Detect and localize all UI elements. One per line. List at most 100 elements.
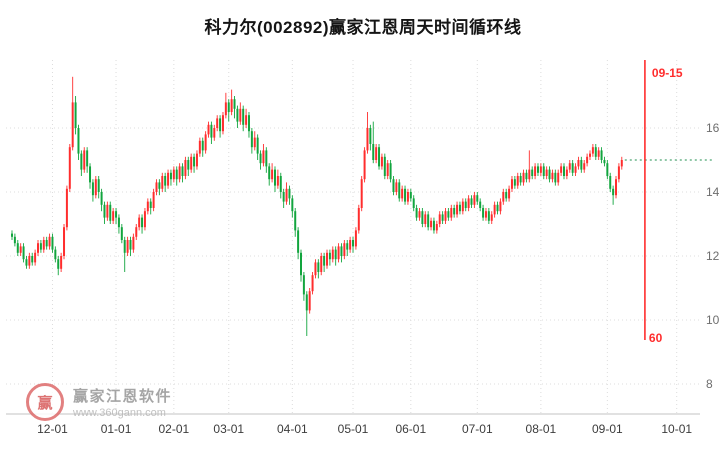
candle-body	[123, 240, 126, 253]
brand-url: www.360gann.com	[73, 407, 166, 419]
candle-body	[398, 182, 401, 199]
candle-body	[204, 134, 207, 151]
candle-body	[143, 211, 146, 228]
candle-body	[536, 166, 539, 173]
candle-body	[326, 252, 329, 266]
candle-body	[132, 236, 135, 250]
candle-body	[242, 108, 245, 125]
candle-body	[288, 188, 291, 199]
candle-body	[386, 163, 389, 176]
candle-body	[68, 147, 71, 189]
candle-body	[152, 192, 155, 208]
y-tick-label: 8	[706, 377, 713, 391]
candle-body	[216, 118, 219, 128]
candle-body	[525, 172, 528, 180]
candle-body	[265, 150, 268, 167]
candle-body	[484, 211, 487, 218]
plot-area[interactable]	[6, 60, 700, 414]
candle-body	[496, 204, 499, 212]
candle-body	[71, 102, 74, 148]
candle-body	[126, 240, 129, 253]
candle-body	[273, 169, 276, 186]
candle-body	[45, 240, 48, 247]
candle-body	[438, 214, 441, 224]
candle-body	[158, 182, 161, 189]
candle-body	[401, 188, 404, 199]
candle-body	[60, 256, 63, 269]
candle-body	[250, 131, 253, 148]
candle-body	[513, 179, 516, 186]
candle-body	[302, 275, 305, 295]
candle-body	[259, 153, 262, 164]
candle-body	[505, 192, 508, 199]
candle-body	[456, 204, 459, 215]
candle-body	[565, 169, 568, 176]
candle-body	[617, 166, 620, 180]
candle-body	[83, 150, 86, 170]
candle-body	[404, 188, 407, 202]
candle-body	[149, 201, 152, 208]
candle-body	[343, 243, 346, 256]
candle-body	[285, 188, 288, 202]
candle-body	[112, 211, 115, 221]
candle-body	[198, 140, 201, 154]
candle-body	[230, 99, 233, 112]
candle-body	[389, 163, 392, 180]
candle-body	[447, 211, 450, 218]
candle-body	[360, 179, 363, 208]
candle-body	[441, 214, 444, 221]
candle-body	[233, 99, 236, 109]
candle-body	[22, 246, 25, 260]
candle-body	[253, 137, 256, 148]
candle-body	[86, 150, 89, 167]
candle-body	[57, 259, 60, 269]
candle-body	[531, 169, 534, 176]
candle-body	[363, 150, 366, 180]
candle-body	[213, 128, 216, 138]
candle-body	[184, 160, 187, 176]
candle-body	[115, 211, 118, 218]
candle-body	[317, 262, 320, 272]
candle-body	[606, 163, 609, 176]
candle-body	[331, 249, 334, 260]
candle-body	[430, 220, 433, 228]
candle-body	[94, 179, 97, 196]
candle-body	[227, 102, 230, 112]
candle-body	[502, 192, 505, 202]
candle-body	[89, 166, 92, 183]
candle-body	[476, 195, 479, 202]
candle-body	[65, 188, 68, 228]
candle-body	[612, 188, 615, 196]
x-tick-label: 03-01	[213, 422, 244, 436]
x-tick-label: 09-01	[592, 422, 623, 436]
candle-body	[453, 208, 456, 215]
candle-body	[594, 147, 597, 157]
candle-body	[221, 115, 224, 132]
candle-body	[31, 256, 34, 263]
candle-body	[37, 243, 40, 253]
candle-body	[458, 204, 461, 212]
candle-body	[25, 259, 28, 266]
candle-body	[444, 211, 447, 221]
candle-body	[80, 153, 83, 170]
x-tick-label: 10-01	[661, 422, 692, 436]
candle-body	[545, 169, 548, 176]
candle-body	[294, 211, 297, 231]
candle-body	[415, 208, 418, 218]
candle-body	[135, 227, 138, 237]
candle-body	[493, 204, 496, 215]
candle-body	[352, 240, 355, 247]
candle-body	[375, 147, 378, 160]
candle-body	[586, 156, 589, 164]
candle-body	[11, 233, 13, 237]
candle-body	[178, 166, 181, 180]
candle-body	[603, 160, 606, 164]
candle-body	[91, 182, 94, 196]
candle-body	[120, 227, 123, 240]
candle-body	[13, 236, 16, 244]
candle-body	[615, 179, 618, 196]
candle-body	[236, 108, 239, 122]
candle-body	[551, 172, 554, 180]
x-tick-label: 07-01	[462, 422, 493, 436]
